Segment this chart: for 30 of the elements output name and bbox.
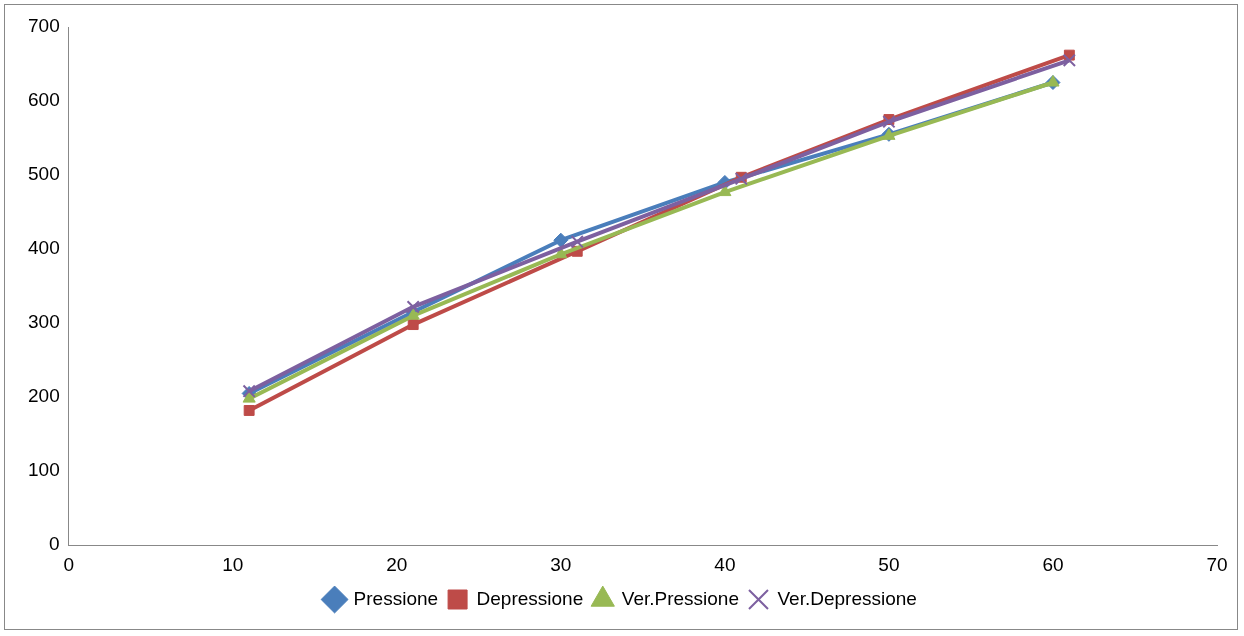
point [718, 184, 732, 197]
x-tick-label: 30 [550, 553, 572, 575]
y-tick-label: 300 [28, 311, 60, 333]
legend-label: Ver.Pressione [621, 587, 739, 609]
point [570, 235, 584, 249]
x-tick-label: 10 [222, 553, 244, 575]
point [406, 308, 420, 320]
y-tick-label: 700 [28, 15, 60, 37]
point [553, 232, 569, 248]
x-tick-label: 50 [878, 553, 900, 575]
x-tick-label: 60 [1042, 553, 1064, 575]
point [1062, 53, 1077, 67]
x-tick-label: 70 [1206, 553, 1228, 575]
point [407, 319, 419, 331]
y-tick-label: 0 [49, 533, 60, 555]
point [882, 115, 896, 129]
point [243, 405, 255, 416]
y-tick-label: 400 [28, 237, 60, 259]
point [406, 300, 420, 314]
legend-label: Pressione [353, 587, 439, 609]
y-tick-label: 100 [28, 459, 60, 481]
y-tick-label: 600 [28, 89, 60, 111]
y-tick-label: 200 [28, 385, 60, 407]
x-tick-label: 40 [714, 553, 736, 575]
x-tick-label: 20 [386, 553, 408, 575]
legend-label: Depressione [476, 587, 584, 609]
legend-label: Ver.Depressione [777, 587, 917, 609]
y-tick-label: 500 [28, 163, 60, 185]
x-tick-label: 0 [63, 553, 74, 575]
point [242, 391, 256, 403]
